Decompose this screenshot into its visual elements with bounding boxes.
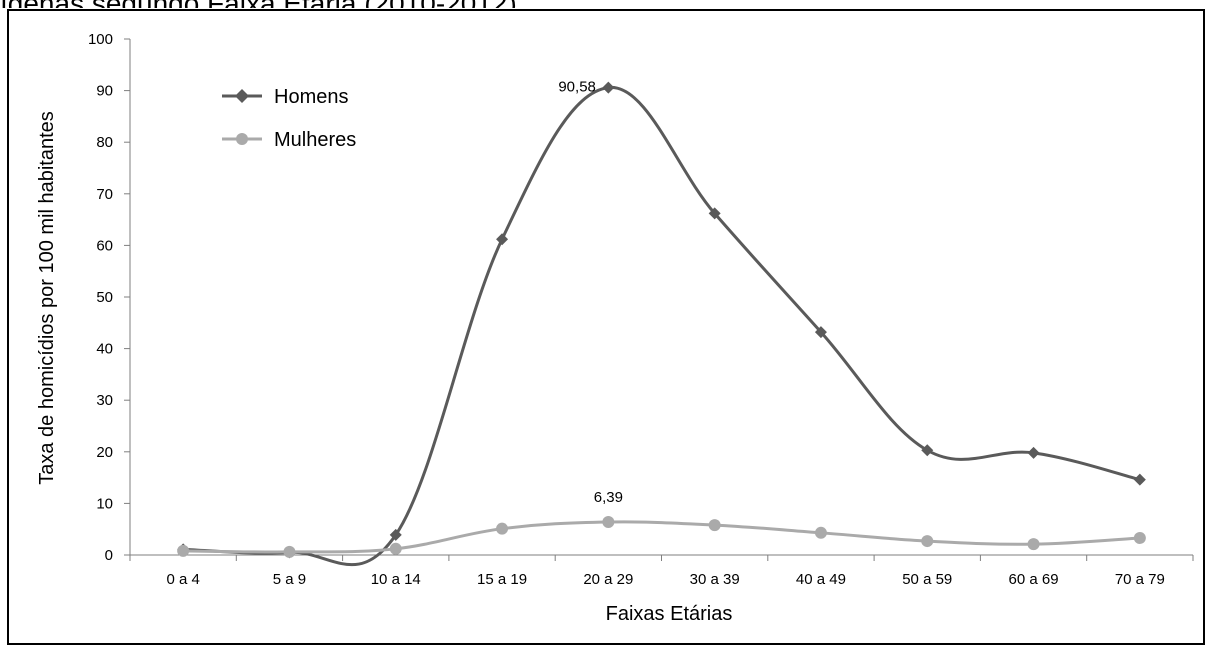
series-mulheres-point (283, 545, 296, 558)
legend-homens-diamond-icon (235, 89, 249, 103)
x-tick-label: 10 a 14 (371, 571, 421, 588)
x-tick-label: 60 a 69 (1009, 571, 1059, 588)
x-tick-label: 20 a 29 (583, 571, 633, 588)
series-mulheres-point (1027, 538, 1040, 551)
y-tick-label: 30 (96, 392, 113, 409)
series-layer (177, 81, 1146, 567)
series-homens-point (708, 207, 721, 220)
series-homens-line (181, 86, 1142, 567)
series-homens-point (1133, 473, 1146, 486)
y-tick-label: 100 (88, 31, 113, 48)
x-tick-label: 30 a 39 (690, 571, 740, 588)
y-tick-label: 10 (96, 495, 113, 512)
x-tick-label: 70 a 79 (1115, 571, 1165, 588)
x-tick-label: 50 a 59 (902, 571, 952, 588)
x-tick-label: 15 a 19 (477, 571, 527, 588)
series-homens-point (496, 233, 509, 246)
series-homens-data-label: 90,58 (558, 79, 596, 96)
series-mulheres-point (921, 535, 934, 548)
series-mulheres-point (602, 516, 615, 529)
x-axis-title: Faixas Etárias (606, 603, 733, 625)
legend-item-homens: Homens (222, 86, 348, 108)
series-mulheres-point (814, 526, 827, 539)
cropped-chart-title: ígenas segundo Faixa Etária (2010-2012) (0, 0, 1212, 8)
series-homens-point (921, 444, 934, 457)
axes-layer: 0 10 20 30 40 50 60 70 80 90 100 0 a 4 5 a 9 10 a 14 1… (88, 31, 1194, 588)
legend-item-mulheres: Mulheres (222, 129, 356, 151)
series-mulheres-line (181, 520, 1142, 554)
y-tick-label: 20 (96, 444, 113, 461)
legend: Homens Mulheres (222, 86, 356, 151)
y-tick-label: 60 (96, 237, 113, 254)
series-mulheres-data-label: 6,39 (594, 489, 623, 506)
series-homens-point (814, 326, 827, 339)
legend-homens-label: Homens (274, 86, 348, 108)
labels-layer: 90,58 6,39 (558, 79, 623, 506)
x-tick-label: 40 a 49 (796, 571, 846, 588)
x-tick-label: 0 a 4 (166, 571, 199, 588)
y-tick-label: 90 (96, 83, 113, 100)
y-tick-label: 0 (105, 547, 113, 564)
y-axis-title: Taxa de homicídios por 100 mil habitante… (36, 111, 58, 485)
series-mulheres-point (496, 522, 509, 535)
legend-mulheres-label: Mulheres (274, 129, 356, 151)
x-tick-label: 5 a 9 (273, 571, 306, 588)
series-mulheres-point (708, 519, 721, 532)
series-mulheres-point (1133, 531, 1146, 544)
legend-mulheres-circle-icon (236, 133, 248, 145)
series-mulheres-point (389, 542, 402, 555)
series-homens-point (602, 81, 615, 94)
y-tick-label: 40 (96, 341, 113, 358)
chart-frame (7, 9, 1205, 645)
y-tick-label: 70 (96, 186, 113, 203)
y-tick-label: 80 (96, 134, 113, 151)
series-mulheres-point (177, 544, 190, 557)
series-homens-point (1027, 446, 1040, 459)
series-homens-point (389, 528, 402, 541)
y-tick-label: 50 (96, 289, 113, 306)
